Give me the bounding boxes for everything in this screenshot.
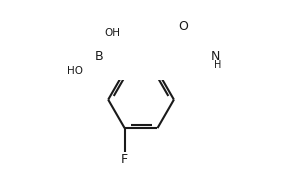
- Text: F: F: [121, 153, 128, 166]
- Text: O: O: [178, 20, 188, 33]
- Text: HO: HO: [67, 66, 83, 76]
- Text: B: B: [95, 50, 103, 63]
- Text: N: N: [211, 50, 220, 63]
- Text: OH: OH: [104, 28, 120, 38]
- Text: H: H: [214, 60, 221, 70]
